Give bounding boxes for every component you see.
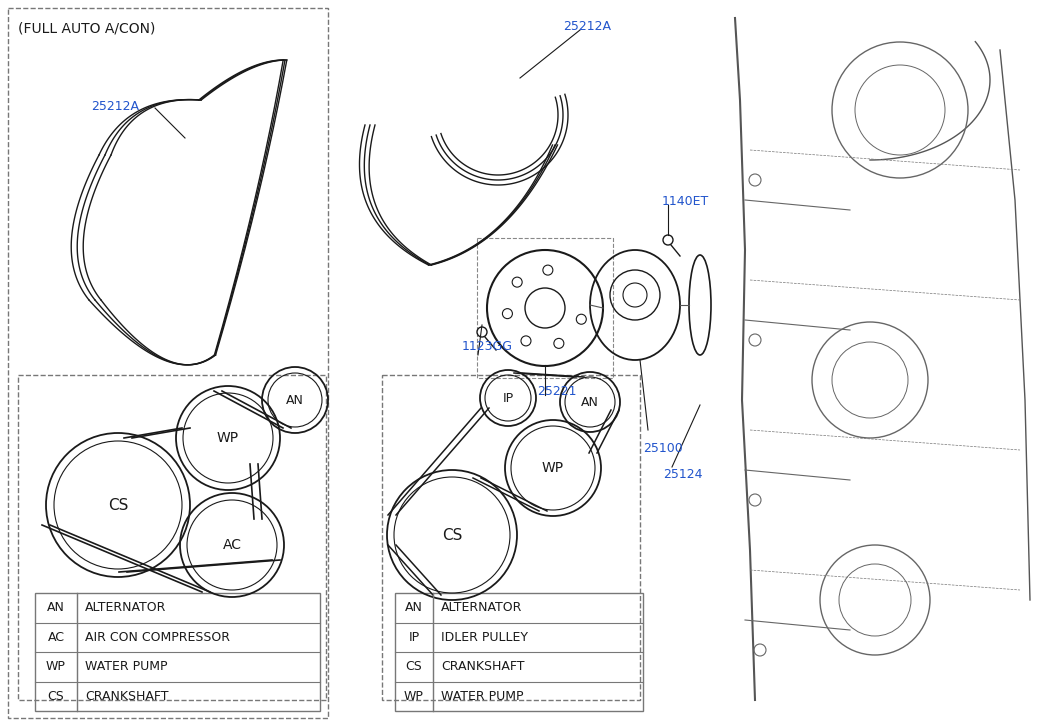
Text: WATER PUMP: WATER PUMP bbox=[441, 690, 523, 703]
Bar bbox=[8, 8, 328, 718]
Text: 25100: 25100 bbox=[643, 442, 683, 455]
Text: AC: AC bbox=[222, 538, 242, 552]
Text: AC: AC bbox=[48, 631, 64, 643]
Bar bbox=[395, 593, 643, 711]
Text: 1123GG: 1123GG bbox=[462, 340, 513, 353]
Text: WATER PUMP: WATER PUMP bbox=[85, 660, 167, 673]
Bar bbox=[18, 375, 326, 700]
Text: 25212A: 25212A bbox=[91, 100, 139, 113]
Text: IDLER PULLEY: IDLER PULLEY bbox=[441, 631, 528, 643]
Text: ALTERNATOR: ALTERNATOR bbox=[85, 601, 166, 614]
Bar bbox=[35, 593, 320, 711]
Text: WP: WP bbox=[404, 690, 424, 703]
Text: AIR CON COMPRESSOR: AIR CON COMPRESSOR bbox=[85, 631, 230, 643]
Text: AN: AN bbox=[47, 601, 65, 614]
Text: AN: AN bbox=[405, 601, 422, 614]
Text: CRANKSHAFT: CRANKSHAFT bbox=[441, 660, 524, 673]
Text: WP: WP bbox=[217, 431, 239, 445]
Text: CS: CS bbox=[48, 690, 64, 703]
Text: CS: CS bbox=[406, 660, 422, 673]
Text: CRANKSHAFT: CRANKSHAFT bbox=[85, 690, 168, 703]
Text: WP: WP bbox=[46, 660, 66, 673]
Text: IP: IP bbox=[502, 392, 514, 404]
Text: ALTERNATOR: ALTERNATOR bbox=[441, 601, 522, 614]
Text: WP: WP bbox=[542, 461, 564, 475]
Text: IP: IP bbox=[408, 631, 419, 643]
Text: 1140ET: 1140ET bbox=[662, 195, 709, 208]
Text: 25124: 25124 bbox=[663, 468, 703, 481]
Bar bbox=[477, 238, 613, 378]
Text: AN: AN bbox=[286, 393, 304, 406]
Text: CS: CS bbox=[108, 497, 128, 513]
Text: (FULL AUTO A/CON): (FULL AUTO A/CON) bbox=[18, 22, 156, 36]
Text: AN: AN bbox=[581, 395, 599, 409]
Text: CS: CS bbox=[442, 528, 462, 542]
Text: 25212A: 25212A bbox=[563, 20, 611, 33]
Bar bbox=[382, 375, 640, 700]
Text: 25221: 25221 bbox=[537, 385, 576, 398]
